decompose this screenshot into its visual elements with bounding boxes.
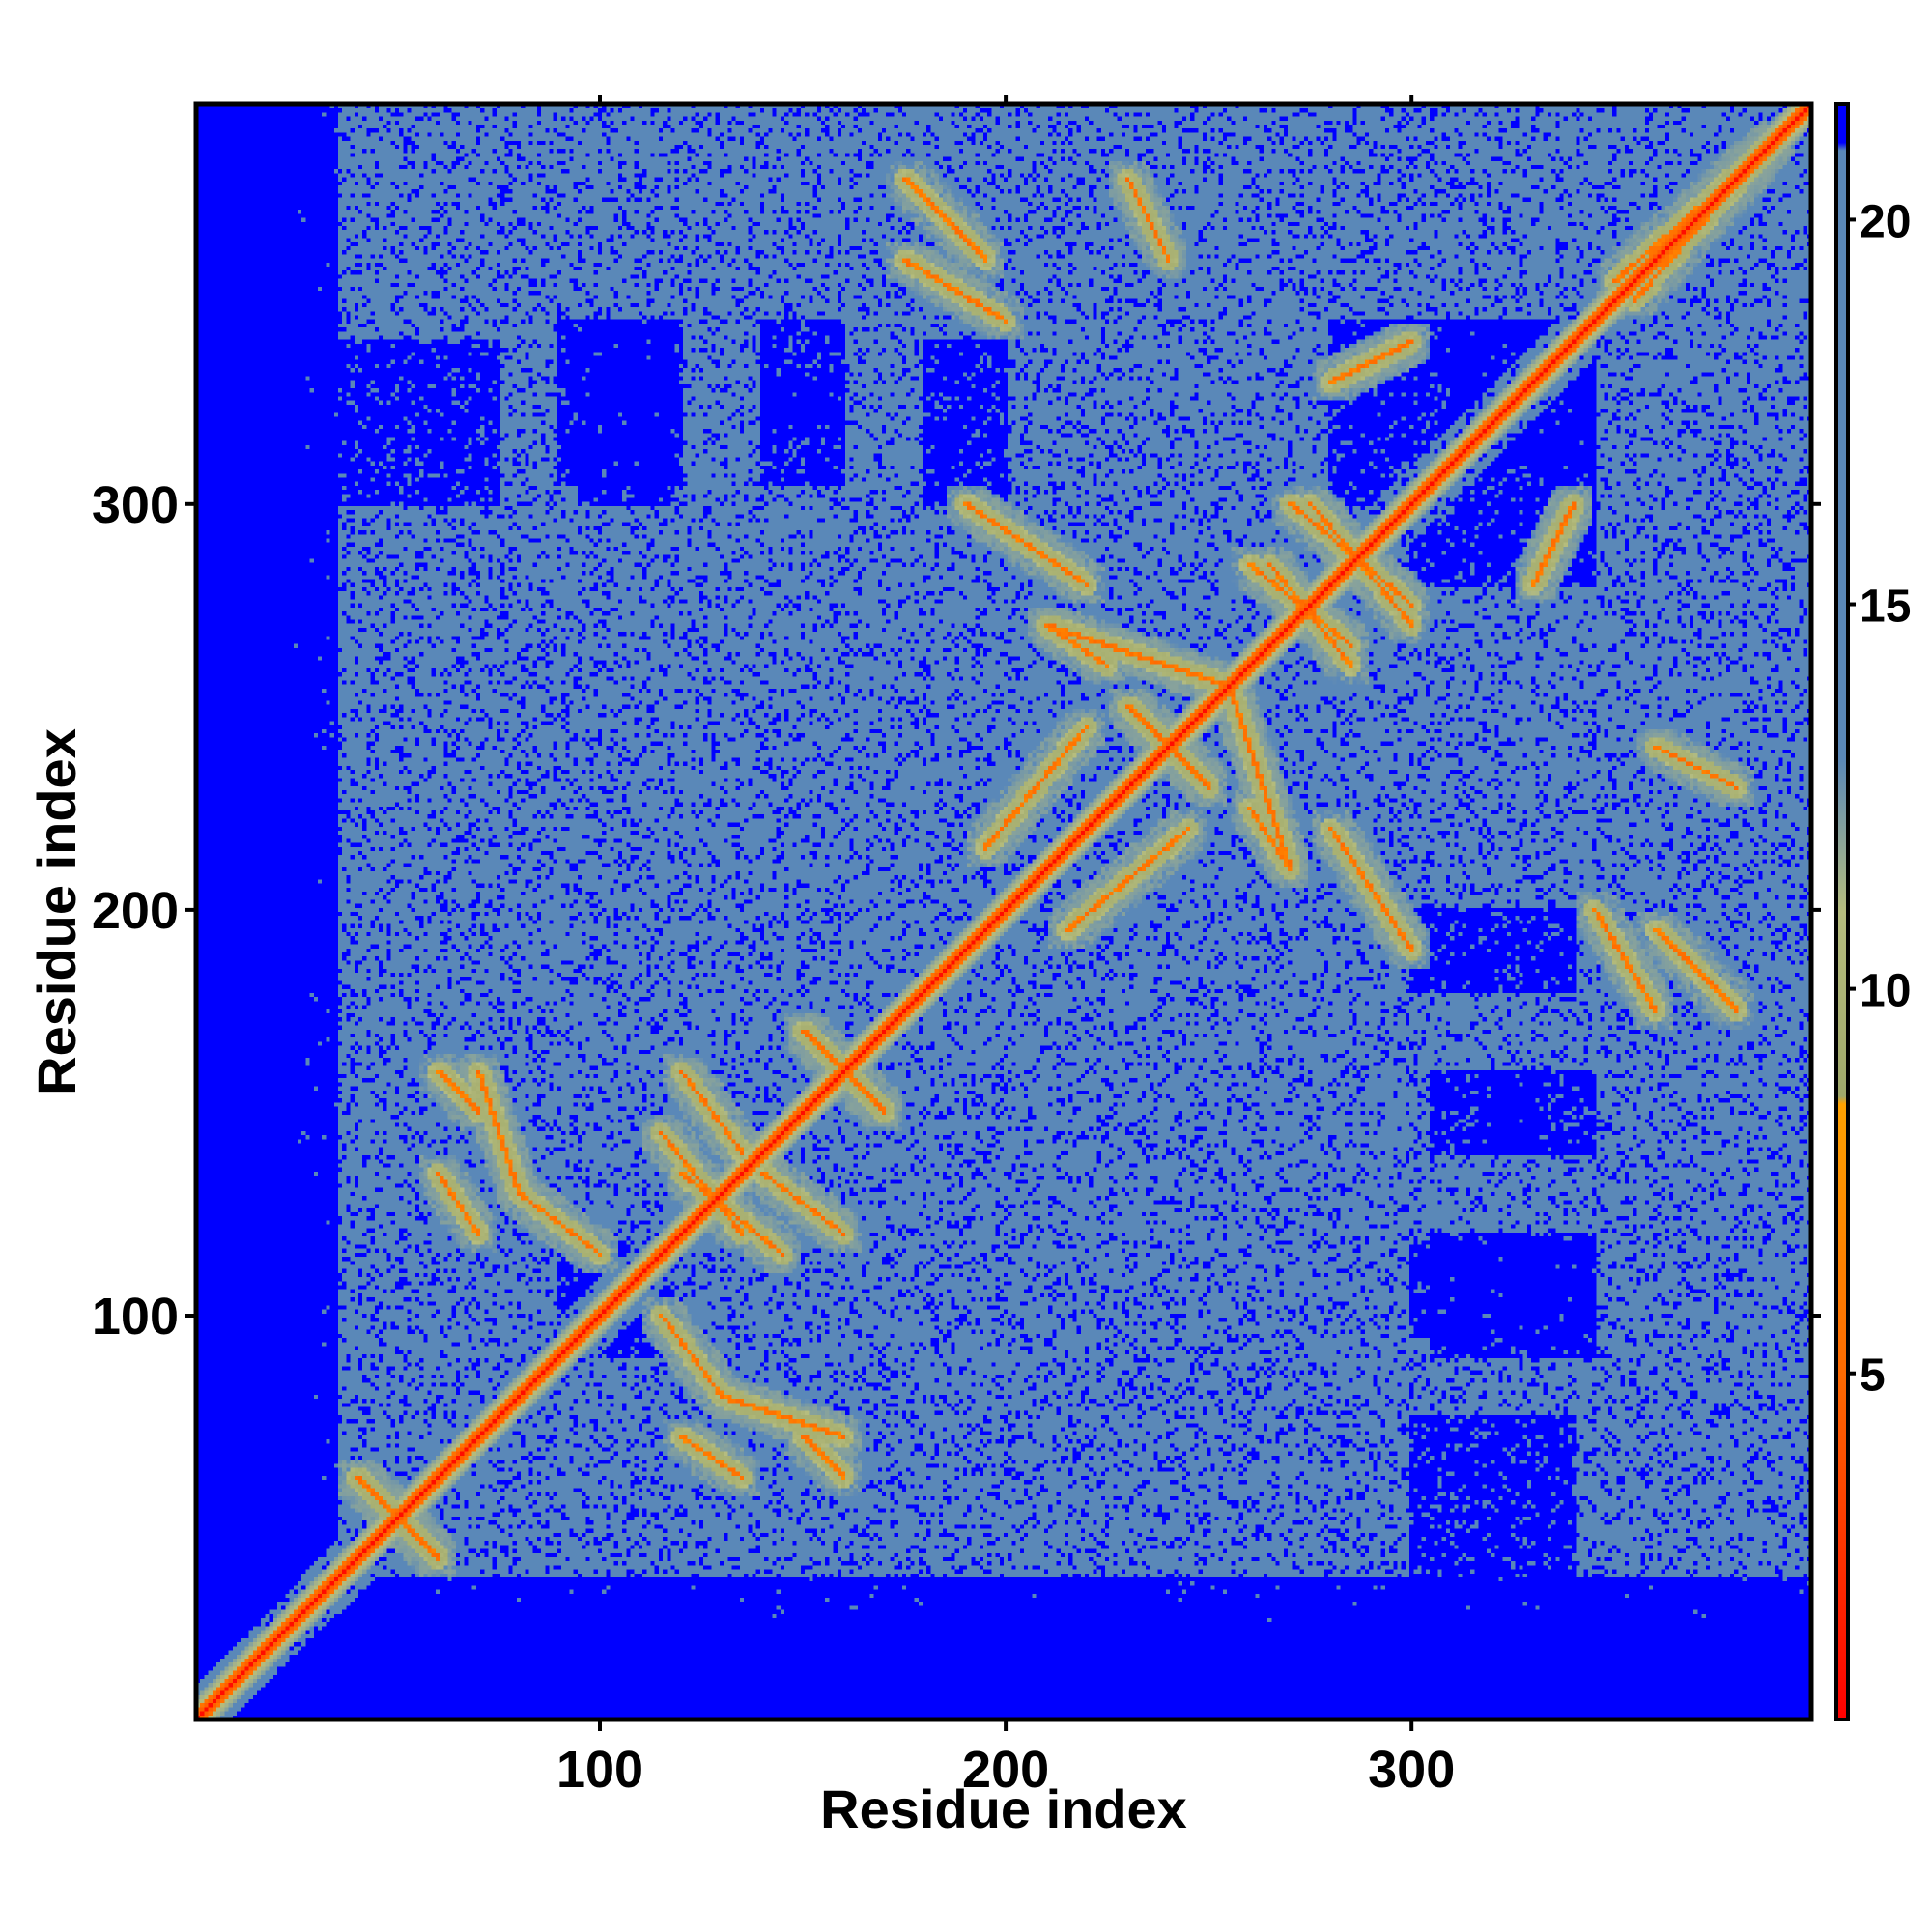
- plot-frame: [193, 101, 1814, 1722]
- colorbar-tick-label: 5: [1860, 1350, 1886, 1402]
- y-axis: 100 200 300: [92, 476, 1821, 1346]
- x-tick-label: 100: [556, 1741, 643, 1799]
- colorbar-gradient: [1834, 102, 1850, 1721]
- y-tick-label: 100: [92, 1288, 179, 1346]
- colorbar: 5 10 15 20: [1834, 102, 1911, 1721]
- y-tick-label: 300: [92, 476, 179, 534]
- colorbar-tick-label: 10: [1860, 966, 1911, 1017]
- colorbar-tick-label: 20: [1860, 196, 1911, 247]
- x-tick-label: 300: [1368, 1741, 1455, 1799]
- colorbar-ticks: 5 10 15 20: [1848, 196, 1911, 1402]
- x-axis-title: Residue index: [820, 1778, 1187, 1839]
- colorbar-tick-label: 15: [1860, 582, 1911, 633]
- x-axis: 100 200 300: [556, 1719, 1455, 1799]
- y-tick-label: 200: [92, 882, 179, 940]
- y-axis-title: Residue index: [26, 728, 87, 1095]
- top-axis-ticks: [598, 95, 1414, 104]
- heatmap-plot-area: [193, 101, 1814, 1722]
- x-tick-label: 200: [962, 1741, 1049, 1799]
